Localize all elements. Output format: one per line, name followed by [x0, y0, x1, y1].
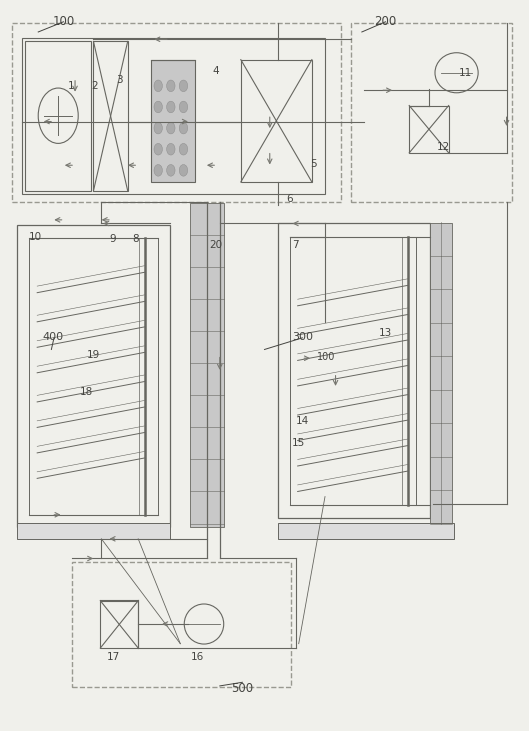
Text: 12: 12 [437, 142, 450, 152]
Text: 5: 5 [311, 159, 317, 170]
Text: 200: 200 [375, 15, 397, 28]
Circle shape [179, 101, 188, 113]
Circle shape [154, 143, 162, 155]
Circle shape [167, 164, 175, 176]
Text: 4: 4 [213, 67, 220, 76]
Circle shape [167, 101, 175, 113]
Bar [151, 60, 195, 182]
Text: 400: 400 [42, 332, 63, 342]
Text: 7: 7 [291, 240, 298, 249]
Bar [101, 601, 138, 648]
Circle shape [179, 164, 188, 176]
Text: 20: 20 [209, 240, 223, 249]
Bar [278, 523, 454, 539]
Bar [25, 42, 91, 191]
Bar [241, 60, 312, 182]
Circle shape [179, 122, 188, 134]
Text: 6: 6 [286, 194, 293, 205]
Text: 15: 15 [292, 438, 305, 447]
Text: 2: 2 [92, 81, 98, 91]
Circle shape [154, 122, 162, 134]
Text: 9: 9 [110, 234, 116, 243]
Circle shape [167, 122, 175, 134]
Bar [94, 42, 127, 191]
Text: 14: 14 [296, 416, 309, 425]
Bar [12, 23, 341, 202]
Text: 17: 17 [106, 653, 120, 662]
Text: 8: 8 [132, 234, 139, 243]
Bar [72, 562, 291, 687]
Bar [17, 225, 170, 527]
Circle shape [179, 143, 188, 155]
Bar [17, 523, 170, 539]
Bar [190, 203, 224, 527]
Text: 19: 19 [87, 350, 100, 360]
Text: 100: 100 [317, 352, 336, 362]
Circle shape [167, 143, 175, 155]
Text: 100: 100 [52, 15, 75, 28]
Text: 300: 300 [292, 332, 313, 342]
Text: 1: 1 [68, 81, 74, 91]
Text: 10: 10 [29, 232, 42, 242]
Circle shape [167, 80, 175, 91]
Text: 500: 500 [231, 682, 253, 694]
Circle shape [179, 80, 188, 91]
Bar [29, 238, 158, 515]
Text: 16: 16 [190, 653, 204, 662]
Bar [290, 238, 416, 505]
Text: 11: 11 [459, 68, 472, 77]
Bar [278, 224, 430, 518]
Circle shape [154, 101, 162, 113]
Bar [430, 223, 452, 527]
Bar [409, 105, 449, 153]
Circle shape [154, 80, 162, 91]
Text: 13: 13 [379, 328, 392, 338]
Text: 3: 3 [116, 75, 123, 85]
Text: 18: 18 [80, 387, 93, 397]
Bar [351, 23, 512, 202]
Circle shape [154, 164, 162, 176]
Bar [22, 38, 325, 194]
